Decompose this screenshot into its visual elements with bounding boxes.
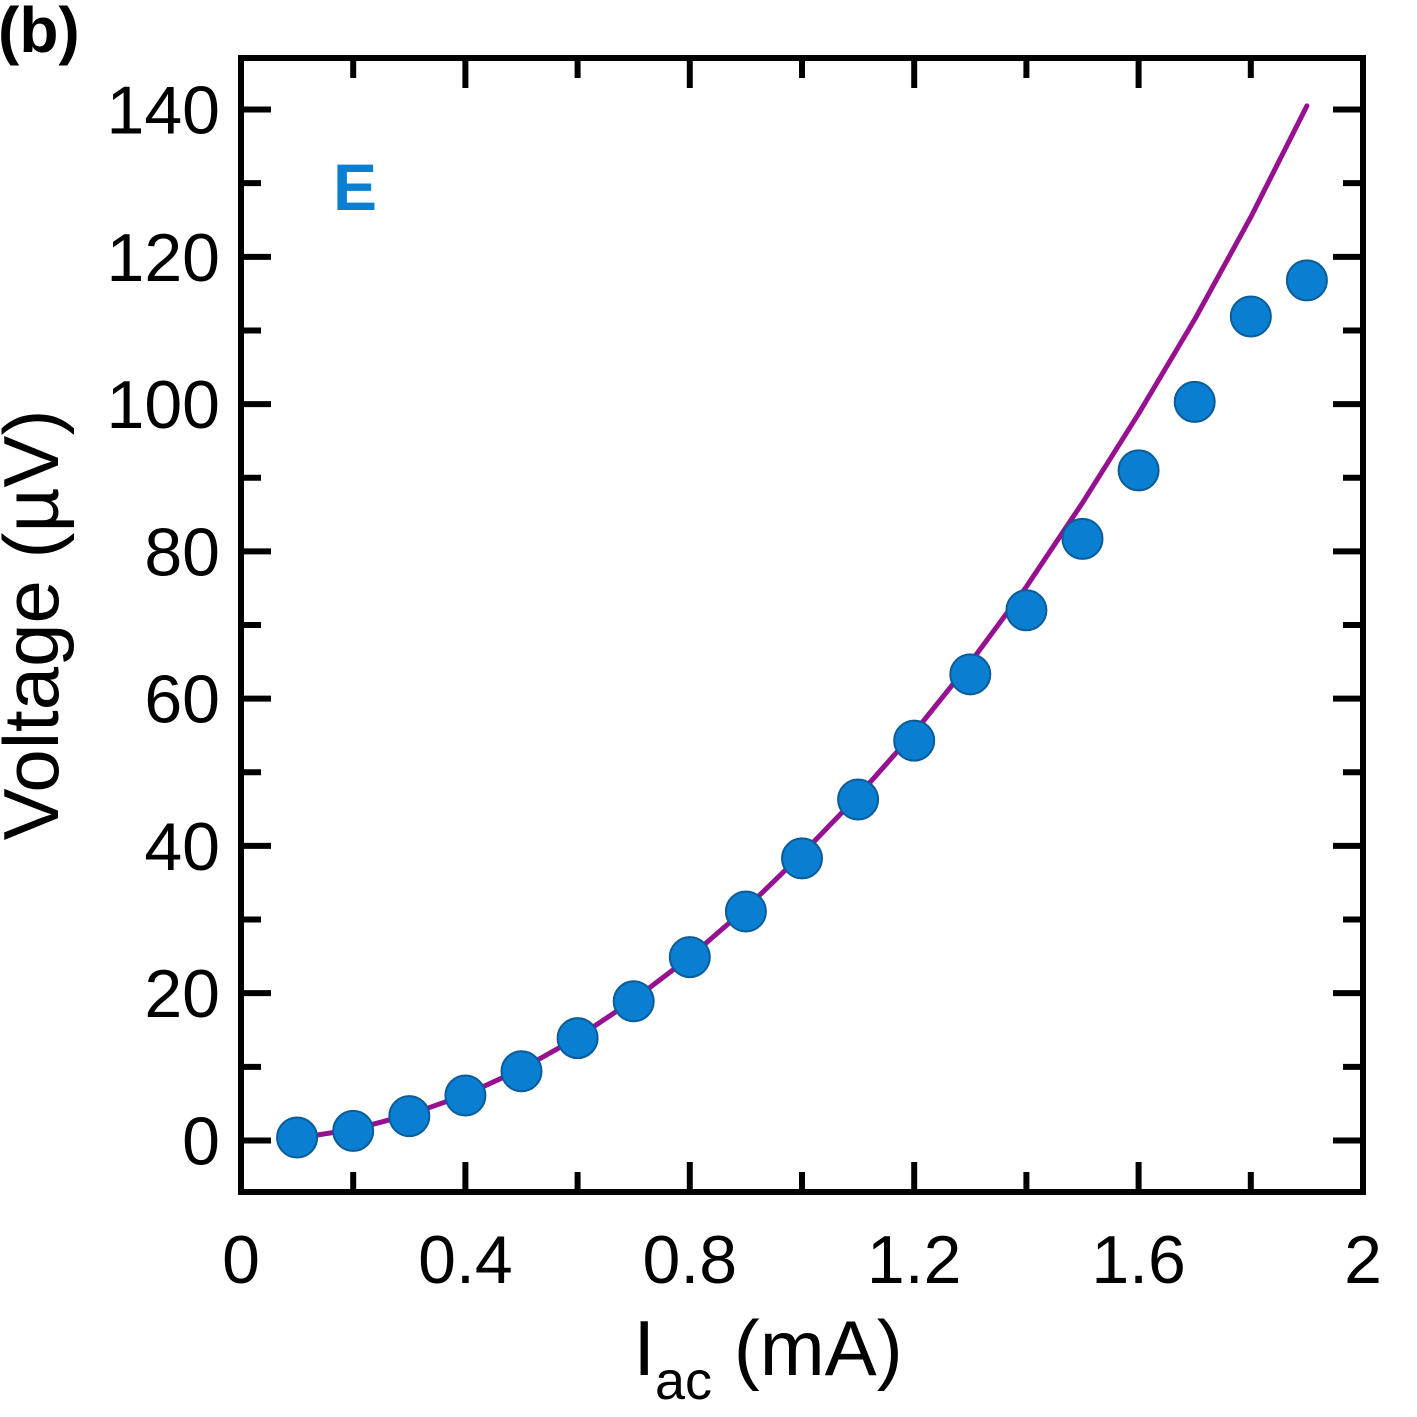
y-tick-label-0: 0 (182, 1103, 220, 1179)
fit-curve-group (294, 103, 1310, 1141)
fit-curve-line (294, 103, 1310, 1141)
y-tick-label-1: 20 (144, 956, 220, 1032)
data-point-14 (1061, 517, 1104, 560)
axis-ticks (241, 58, 1363, 1192)
x-axis-subscript: ac (655, 1351, 712, 1411)
panel-label: (b) (0, 0, 80, 66)
y-tick-label-4: 80 (144, 514, 220, 590)
data-point-9 (781, 837, 823, 880)
y-axis-title: Voltage (µV) (0, 410, 75, 841)
data-point-10 (837, 778, 880, 821)
x-tick-label-4: 1.6 (1091, 1222, 1186, 1298)
data-point-1 (332, 1109, 375, 1152)
y-tick-label-3: 60 (144, 662, 220, 738)
y-tick-label-6: 120 (107, 220, 220, 296)
x-axis-title: Iac (mA) (633, 1304, 902, 1411)
data-point-2 (388, 1095, 431, 1138)
plot-frame (238, 55, 1366, 1195)
data-point-5 (556, 1017, 599, 1060)
y-tick-label-7: 140 (107, 73, 220, 149)
data-point-18 (1285, 259, 1328, 302)
x-tick-label-5: 2 (1344, 1222, 1382, 1298)
data-point-8 (724, 890, 767, 933)
data-point-17 (1229, 295, 1272, 338)
data-point-7 (668, 936, 711, 979)
x-tick-label-0: 0 (222, 1222, 260, 1298)
x-tick-label-2: 0.8 (643, 1222, 738, 1298)
data-points-group (276, 259, 1328, 1159)
data-point-12 (949, 653, 992, 696)
x-tick-label-1: 0.4 (418, 1222, 513, 1298)
data-point-3 (444, 1074, 487, 1117)
data-point-16 (1173, 380, 1216, 423)
x-axis-unit: (mA) (712, 1304, 903, 1392)
y-tick-label-2: 40 (144, 809, 220, 885)
data-point-4 (500, 1050, 543, 1093)
data-point-15 (1117, 449, 1160, 492)
x-axis-symbol: I (633, 1304, 655, 1392)
data-point-6 (612, 980, 655, 1023)
data-point-13 (1005, 589, 1048, 632)
data-point-0 (276, 1116, 319, 1159)
data-point-11 (893, 719, 936, 762)
y-tick-label-5: 100 (107, 367, 220, 443)
x-tick-label-3: 1.2 (867, 1222, 962, 1298)
series-label-e: E (333, 150, 377, 224)
